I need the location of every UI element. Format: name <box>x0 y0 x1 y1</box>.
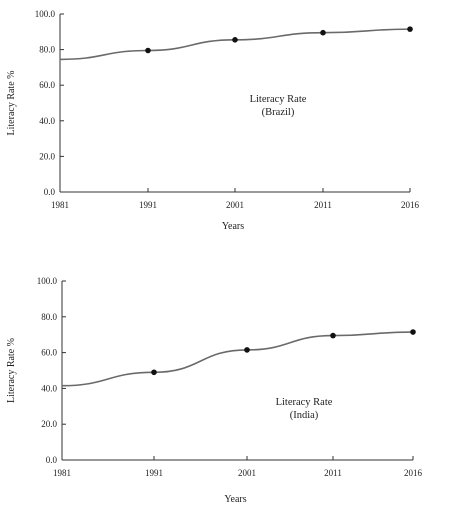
chart-annotation: Literacy Rate <box>276 397 333 408</box>
data-point <box>407 26 413 32</box>
chart-annotation: (India) <box>290 410 319 421</box>
data-point <box>244 347 250 353</box>
x-tick-label: 2016 <box>401 200 420 210</box>
series-line <box>59 28 411 61</box>
y-tick-label: 60.0 <box>41 348 57 358</box>
chart-annotation: Literacy Rate <box>250 94 307 105</box>
y-tick-label: 100.0 <box>37 276 58 286</box>
y-tick-label: 60.0 <box>39 80 55 90</box>
y-tick-label: 80.0 <box>41 312 57 322</box>
x-tick-label: 1981 <box>51 200 69 210</box>
data-point <box>145 47 151 54</box>
y-tick-label: 20.0 <box>39 151 55 161</box>
data-point <box>410 329 416 335</box>
data-point <box>232 37 238 43</box>
x-tick-label: 2016 <box>404 468 423 478</box>
x-tick-label: 2001 <box>226 200 244 210</box>
x-axis-title: Years <box>222 221 244 232</box>
y-axis-title: Literacy Rate % <box>6 71 17 136</box>
y-tick-label: 80.0 <box>39 45 55 55</box>
x-tick-label: 1981 <box>53 468 71 478</box>
y-tick-label: 20.0 <box>41 419 57 429</box>
y-axis-title: Literacy Rate % <box>6 338 17 403</box>
data-point <box>330 332 336 339</box>
chart-2: 0.0 20.0 40.0 60.0 80.0 100.0 1981 1991 2001 2011… <box>6 276 423 505</box>
chart-annotation: (Brazil) <box>262 107 295 118</box>
y-tick-label: 40.0 <box>41 383 57 393</box>
x-axis-title: Years <box>224 494 246 505</box>
y-tick-label: 0.0 <box>44 187 56 197</box>
y-tick-label: 100.0 <box>35 9 56 19</box>
x-tick-label: 1991 <box>145 468 163 478</box>
x-tick-label: 2011 <box>314 200 332 210</box>
y-tick-label: 0.0 <box>46 455 58 465</box>
series-line <box>61 331 414 387</box>
data-point <box>320 29 326 36</box>
chart-1: 0.0 20.0 40.0 60.0 80.0 100.0 1981 1991 2001 2011… <box>6 9 420 232</box>
data-point <box>151 369 157 376</box>
x-tick-label: 2011 <box>324 468 342 478</box>
y-tick-label: 40.0 <box>39 116 55 126</box>
x-tick-label: 2001 <box>238 468 256 478</box>
x-tick-label: 1991 <box>139 200 157 210</box>
